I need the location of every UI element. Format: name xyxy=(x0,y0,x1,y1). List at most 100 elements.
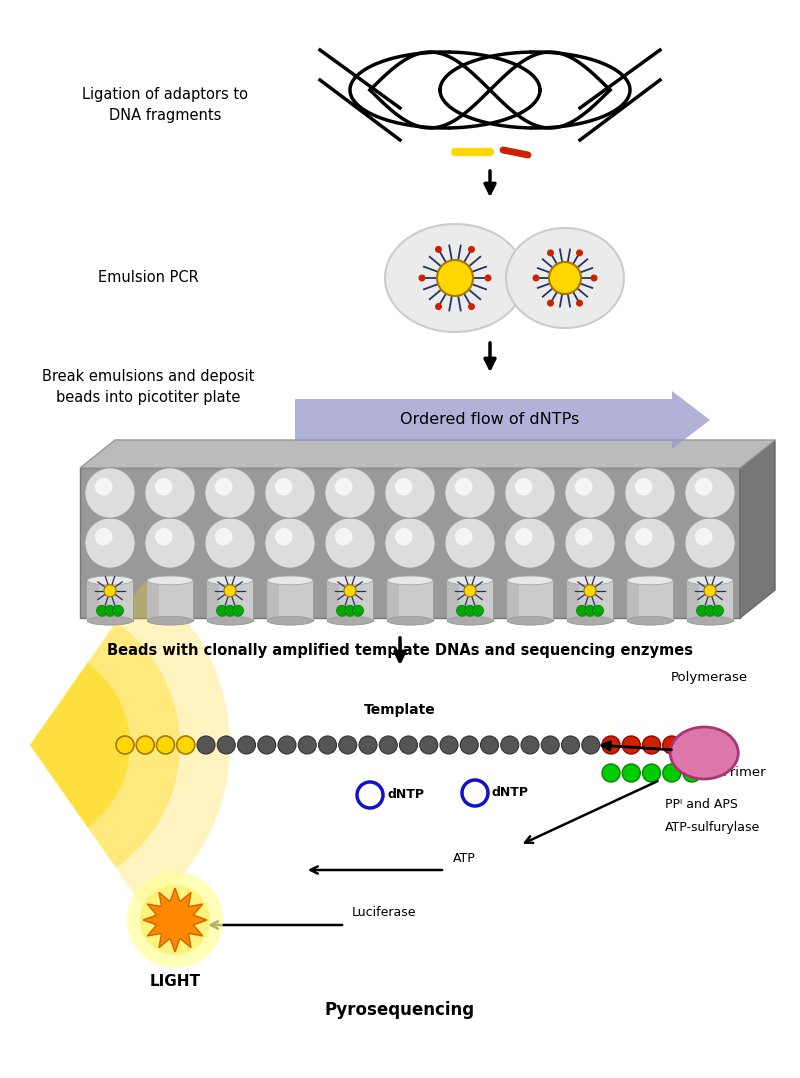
Circle shape xyxy=(140,885,210,955)
Circle shape xyxy=(85,517,135,568)
Circle shape xyxy=(704,584,716,597)
FancyArrow shape xyxy=(295,391,710,450)
Ellipse shape xyxy=(207,617,253,625)
Circle shape xyxy=(547,300,554,306)
Circle shape xyxy=(468,303,475,310)
Circle shape xyxy=(575,478,593,496)
Polygon shape xyxy=(567,580,578,621)
Ellipse shape xyxy=(567,576,613,584)
Circle shape xyxy=(565,468,615,519)
Circle shape xyxy=(85,468,135,519)
Circle shape xyxy=(155,478,173,496)
Circle shape xyxy=(464,584,476,597)
Circle shape xyxy=(577,605,587,617)
Circle shape xyxy=(584,584,596,597)
Text: Beads with clonally amplified template DNAs and sequencing enzymes: Beads with clonally amplified template D… xyxy=(107,642,693,658)
Circle shape xyxy=(468,246,475,253)
Circle shape xyxy=(157,736,174,754)
Text: ATP-sulfurylase: ATP-sulfurylase xyxy=(665,821,760,834)
Circle shape xyxy=(359,736,377,754)
Polygon shape xyxy=(147,580,193,621)
Circle shape xyxy=(136,736,154,754)
Circle shape xyxy=(435,303,442,310)
Polygon shape xyxy=(207,580,253,621)
Circle shape xyxy=(353,605,363,617)
Polygon shape xyxy=(687,580,733,621)
Circle shape xyxy=(635,478,653,496)
Circle shape xyxy=(104,584,116,597)
Circle shape xyxy=(97,605,107,617)
Text: Ligation of adaptors to
DNA fragments: Ligation of adaptors to DNA fragments xyxy=(82,87,248,123)
Circle shape xyxy=(338,736,357,754)
Circle shape xyxy=(344,584,356,597)
Ellipse shape xyxy=(327,617,373,625)
Circle shape xyxy=(455,478,473,496)
Circle shape xyxy=(395,478,413,496)
Circle shape xyxy=(440,736,458,754)
Wedge shape xyxy=(30,622,180,868)
Circle shape xyxy=(582,736,600,754)
Circle shape xyxy=(337,605,347,617)
Circle shape xyxy=(205,517,255,568)
Circle shape xyxy=(275,528,293,545)
Circle shape xyxy=(485,275,491,281)
Polygon shape xyxy=(80,440,775,468)
Ellipse shape xyxy=(670,727,738,779)
Circle shape xyxy=(105,605,115,617)
Ellipse shape xyxy=(267,617,313,625)
Circle shape xyxy=(662,764,681,782)
Circle shape xyxy=(455,528,473,545)
Circle shape xyxy=(602,736,620,754)
Circle shape xyxy=(318,736,337,754)
Circle shape xyxy=(481,736,498,754)
Circle shape xyxy=(465,605,475,617)
Circle shape xyxy=(265,468,315,519)
Ellipse shape xyxy=(447,617,493,625)
Polygon shape xyxy=(567,580,613,621)
Circle shape xyxy=(642,764,661,782)
Ellipse shape xyxy=(506,229,624,328)
Circle shape xyxy=(575,528,593,545)
Text: LIGHT: LIGHT xyxy=(150,975,201,990)
Circle shape xyxy=(445,468,495,519)
Circle shape xyxy=(642,736,661,754)
Circle shape xyxy=(697,605,707,617)
Circle shape xyxy=(547,249,554,257)
Circle shape xyxy=(258,736,276,754)
Circle shape xyxy=(379,736,398,754)
Circle shape xyxy=(685,517,735,568)
Ellipse shape xyxy=(147,617,193,625)
Circle shape xyxy=(224,584,236,597)
Circle shape xyxy=(562,736,579,754)
Circle shape xyxy=(205,468,255,519)
Circle shape xyxy=(549,262,581,294)
Circle shape xyxy=(625,468,675,519)
Circle shape xyxy=(395,528,413,545)
Ellipse shape xyxy=(207,576,253,584)
Circle shape xyxy=(695,478,713,496)
Ellipse shape xyxy=(387,617,433,625)
Circle shape xyxy=(576,300,583,306)
Circle shape xyxy=(683,736,701,754)
Ellipse shape xyxy=(447,576,493,584)
Circle shape xyxy=(533,275,539,281)
Circle shape xyxy=(325,468,375,519)
Ellipse shape xyxy=(627,617,673,625)
Circle shape xyxy=(590,275,598,281)
Circle shape xyxy=(116,736,134,754)
Circle shape xyxy=(95,478,113,496)
Text: Primer: Primer xyxy=(722,766,766,779)
Polygon shape xyxy=(87,580,133,621)
Circle shape xyxy=(325,517,375,568)
Text: dNTP: dNTP xyxy=(387,788,424,802)
Circle shape xyxy=(418,275,426,281)
Text: Emulsion PCR: Emulsion PCR xyxy=(98,271,198,286)
Polygon shape xyxy=(147,580,158,621)
Text: PPᴵ and APS: PPᴵ and APS xyxy=(665,799,738,812)
Text: dNTP: dNTP xyxy=(492,787,529,800)
Text: Pyrosequencing: Pyrosequencing xyxy=(325,1001,475,1019)
Ellipse shape xyxy=(567,617,613,625)
Circle shape xyxy=(593,605,603,617)
Circle shape xyxy=(218,736,235,754)
Circle shape xyxy=(399,736,418,754)
